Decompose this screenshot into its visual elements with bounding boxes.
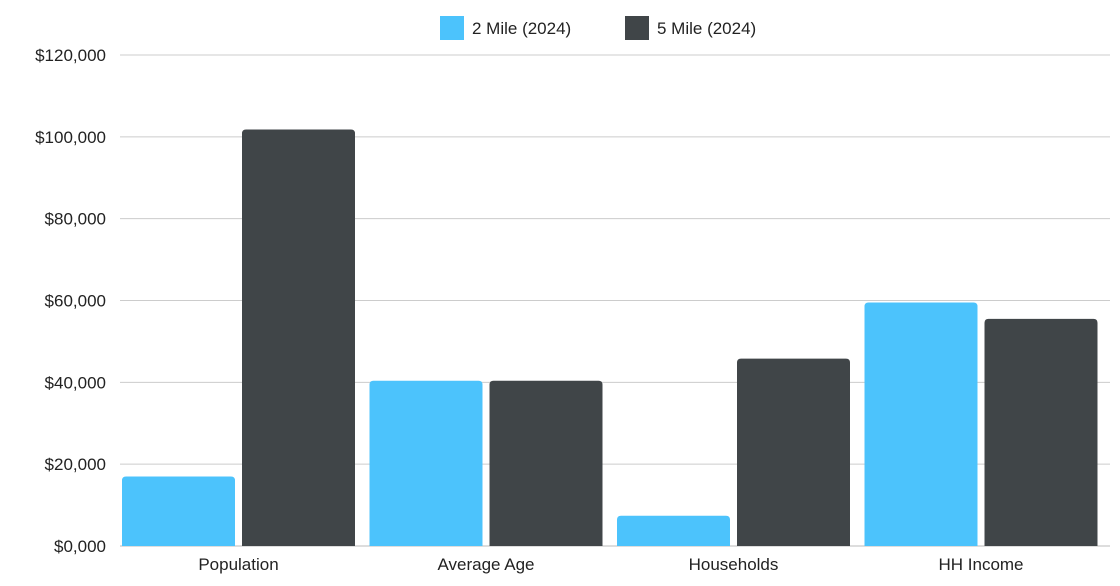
legend-label: 5 Mile (2024) [657, 19, 756, 38]
bar-2-mile-3 [864, 302, 978, 546]
y-tick-label: $100,000 [35, 128, 106, 147]
x-axis-labels: Population Average Age Households HH Income [198, 555, 1023, 574]
legend: 2 Mile (2024) 5 Mile (2024) [440, 16, 756, 40]
bar-5-mile-3 [984, 318, 1098, 546]
x-category-label: HH Income [938, 555, 1023, 574]
x-category-label: Population [198, 555, 278, 574]
y-tick-label: $20,000 [45, 455, 106, 474]
bar-2-mile-0 [122, 476, 235, 546]
y-tick-label: $60,000 [45, 292, 106, 311]
y-tick-label: $40,000 [45, 373, 106, 392]
y-tick-label: $120,000 [35, 46, 106, 65]
bar-2-mile-1 [369, 380, 483, 546]
bar-5-mile-0 [242, 129, 355, 547]
y-axis-ticks: $0,000 $20,000 $40,000 $60,000 $80,000 $100,0… [35, 46, 106, 556]
y-tick-label: $0,000 [54, 537, 106, 556]
bar-5-mile-1 [489, 380, 603, 546]
x-category-label: Households [689, 555, 779, 574]
legend-label: 2 Mile (2024) [472, 19, 571, 38]
x-category-label: Average Age [437, 555, 534, 574]
bar-2-mile-2 [617, 515, 730, 546]
legend-swatch [440, 16, 464, 40]
bar-5-mile-2 [737, 358, 850, 546]
legend-swatch [625, 16, 649, 40]
y-tick-label: $80,000 [45, 210, 106, 229]
bars [122, 129, 1098, 547]
